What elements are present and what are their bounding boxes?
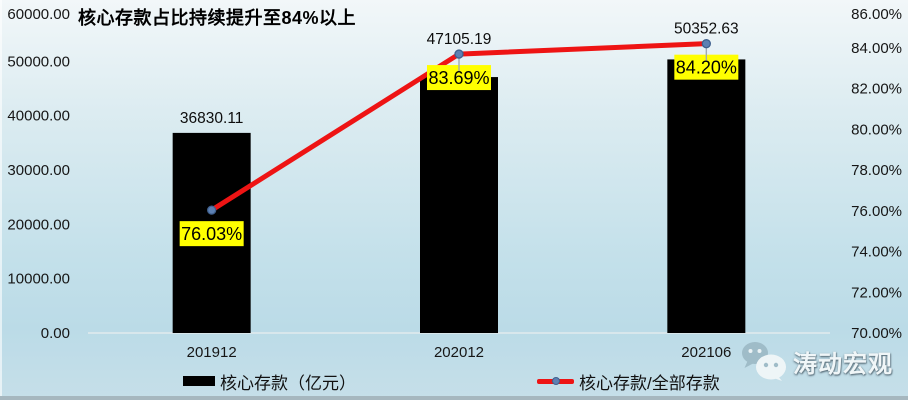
right-axis-tick-label: 76.00% [851, 203, 902, 220]
left-axis-tick-label: 60000.00 [7, 6, 70, 23]
line-value-label: 83.69% [428, 68, 489, 88]
bar-value-label: 50352.63 [674, 21, 739, 38]
left-axis-tick-label: 50000.00 [7, 53, 70, 70]
bar-core-deposits [667, 59, 746, 333]
bar-swatch-icon [183, 376, 215, 386]
bar-value-label: 36830.11 [180, 110, 244, 127]
right-axis-tick-label: 74.00% [851, 244, 902, 261]
chart-title: 核心存款占比持续提升至84%以上 [78, 8, 357, 28]
line-swatch-icon [537, 377, 574, 385]
right-axis-tick-label: 78.00% [851, 162, 902, 179]
x-axis-category-label: 202106 [681, 344, 731, 361]
wechat-icon [742, 342, 786, 381]
right-axis-tick-label: 80.00% [851, 121, 902, 138]
left-axis-tick-label: 20000.00 [7, 216, 70, 233]
legend-item-core-deposit-ratio: 核心存款/全部存款 [537, 371, 720, 393]
line-marker [701, 39, 711, 49]
bar-core-deposits [420, 77, 498, 333]
line-marker-icon [551, 377, 560, 385]
legend-label-line: 核心存款/全部存款 [579, 373, 720, 393]
left-axis-tick-label: 40000.00 [7, 108, 70, 125]
line-marker [207, 205, 217, 215]
right-axis-tick-label: 72.00% [851, 284, 902, 301]
left-axis-tick-label: 0.00 [41, 325, 70, 342]
right-axis-tick-label: 70.00% [851, 325, 902, 342]
left-edge-highlight [0, 0, 2, 400]
legend-item-core-deposits: 核心存款（亿元） [183, 371, 356, 393]
watermark: 涛动宏观 [741, 340, 893, 382]
line-marker [454, 49, 464, 59]
line-value-label: 84.20% [676, 58, 737, 78]
bar-value-label: 47105.19 [427, 31, 492, 48]
line-value-label: 76.03% [181, 224, 242, 244]
x-axis-category-label: 201912 [187, 344, 237, 361]
line-value-label-bg [179, 221, 244, 247]
watermark-text: 涛动宏观 [793, 350, 893, 378]
right-axis-tick-label: 84.00% [851, 40, 902, 57]
right-axis-tick-label: 82.00% [851, 81, 902, 98]
legend-label-bar: 核心存款（亿元） [220, 373, 356, 393]
left-axis-tick-label: 30000.00 [7, 162, 70, 179]
bottom-edge [0, 396, 908, 400]
left-axis-tick-label: 10000.00 [7, 271, 70, 288]
x-axis-category-label: 202012 [434, 344, 484, 361]
right-axis-tick-label: 86.00% [851, 6, 902, 23]
